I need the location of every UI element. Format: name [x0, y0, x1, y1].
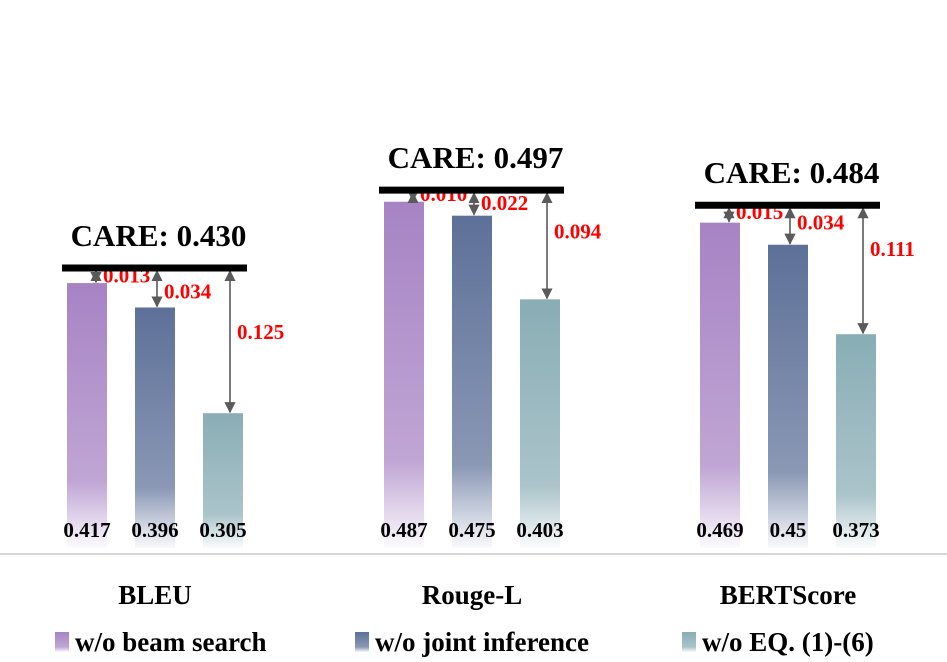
value-label-bleu-w-o-beam-search: 0.417	[63, 518, 110, 542]
bar-bertscore-w-o-eq-1-6	[836, 334, 876, 548]
bars-layer	[67, 201, 876, 549]
bar-bleu-w-o-joint-inference	[135, 307, 175, 548]
value-label-rouge-l-w-o-beam-search: 0.487	[380, 518, 427, 542]
value-label-rouge-l-w-o-joint-inference: 0.475	[448, 518, 495, 542]
care-label-bleu: CARE: 0.430	[71, 218, 247, 253]
value-label-bleu-w-o-joint-inference: 0.396	[131, 518, 178, 542]
category-label-bertscore: BERTScore	[720, 580, 857, 610]
care-label-rouge-l: CARE: 0.497	[388, 140, 564, 175]
bar-bleu-w-o-eq-1-6	[203, 413, 243, 548]
value-label-bleu-w-o-eq-1-6: 0.305	[199, 518, 246, 542]
diff-label-bertscore-w-o-eq-1-6: 0.111	[870, 237, 915, 261]
legend-swatch-w-o-eq-1-6	[682, 632, 696, 652]
diff-label-rouge-l-w-o-joint-inference: 0.022	[481, 191, 528, 215]
legend-swatch-w-o-beam-search	[55, 632, 69, 652]
bar-rouge-l-w-o-eq-1-6	[520, 299, 560, 548]
bar-bertscore-w-o-beam-search	[700, 222, 740, 549]
value-label-bertscore-w-o-eq-1-6: 0.373	[832, 518, 879, 542]
labels-layer: 0.417 0.396 0.305 BLEU 0.487 0.475 0.403 Rouge-…	[63, 518, 879, 610]
category-label-rouge-l: Rouge-L	[422, 580, 523, 610]
bar-bertscore-w-o-joint-inference	[768, 244, 808, 549]
legend-label-w-o-eq-1-6: w/o EQ. (1)-(6)	[702, 627, 874, 657]
bar-rouge-l-w-o-beam-search	[384, 201, 424, 548]
care-label-bertscore: CARE: 0.484	[704, 155, 880, 190]
legend-label-w-o-beam-search: w/o beam search	[75, 627, 266, 657]
category-label-bleu: BLEU	[118, 580, 192, 610]
diff-label-bleu-w-o-eq-1-6: 0.125	[237, 320, 284, 344]
legend-swatch-w-o-joint-inference	[355, 632, 369, 652]
diff-label-bleu-w-o-joint-inference: 0.034	[164, 280, 212, 304]
value-label-bertscore-w-o-beam-search: 0.469	[696, 518, 743, 542]
diff-label-rouge-l-w-o-eq-1-6: 0.094	[554, 220, 602, 244]
legend: w/o beam search w/o joint inference w/o EQ…	[55, 627, 874, 657]
bar-bleu-w-o-beam-search	[67, 283, 107, 548]
legend-label-w-o-joint-inference: w/o joint inference	[375, 627, 589, 657]
value-label-rouge-l-w-o-eq-1-6: 0.403	[516, 518, 563, 542]
diff-label-bertscore-w-o-joint-inference: 0.034	[797, 211, 845, 235]
value-label-bertscore-w-o-joint-inference: 0.45	[770, 518, 807, 542]
bar-rouge-l-w-o-joint-inference	[452, 215, 492, 548]
diff-label-rouge-l-w-o-beam-search: 0.010	[420, 182, 467, 206]
